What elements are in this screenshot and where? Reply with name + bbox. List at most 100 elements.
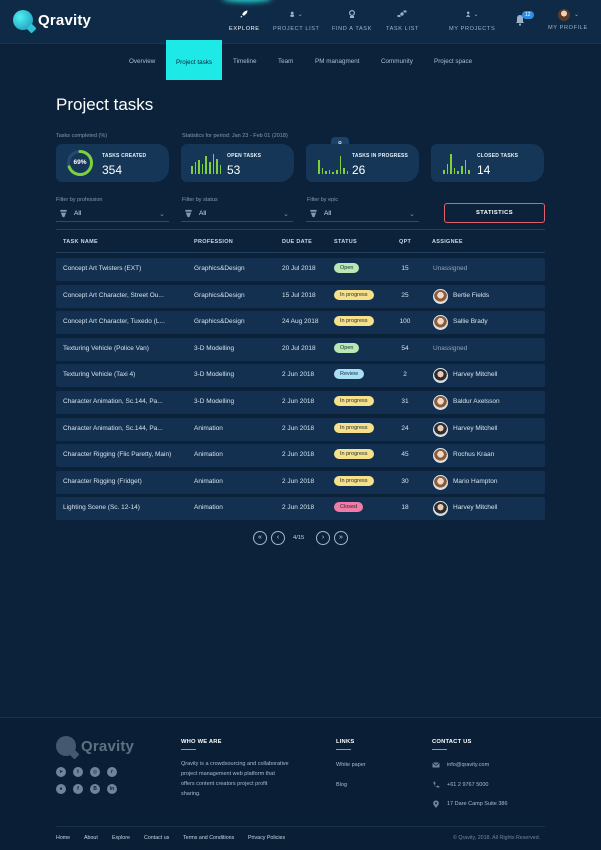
task-name-cell[interactable]: Concept Art Twisters (EXT) [63,265,142,272]
task-name-cell[interactable]: Concept Art Character, Street Ou... [63,291,164,299]
assignee-avatar[interactable] [433,501,448,517]
header-assignee[interactable]: ASSIGNEE [432,239,463,245]
footer-link-home[interactable]: Home [56,835,71,841]
task-name-cell[interactable]: Character Animation, Sc.144, Pa... [63,398,163,405]
logo[interactable]: Qravity [13,9,91,31]
assignee-name[interactable]: Sallie Brady [453,318,488,326]
tab-team[interactable]: Team [278,58,294,65]
tab-community[interactable]: Community [381,58,413,65]
due-date-cell: 2 Jun 2018 [282,424,315,432]
chevron-down-icon: ⌄ [283,210,289,218]
bitcoin-icon[interactable]: B [90,784,100,794]
nav-my-projects[interactable]: ⌄ MY PROJECTS [449,8,495,32]
contact-heading: CONTACT US [432,739,472,750]
header-qpt[interactable]: QPT [399,239,412,245]
assignee-avatar[interactable] [433,448,448,464]
table-row[interactable]: Character Rigging (Fridget) Animation 2 Ju… [56,470,545,494]
telegram-icon[interactable]: ➤ [56,767,66,777]
link-white-paper[interactable]: White paper [336,762,366,768]
filter-status-select[interactable]: All ⌄ [181,206,293,222]
tab-project-space[interactable]: Project space [434,58,473,65]
tab-timeline[interactable]: Timeline [233,58,257,65]
find-task-icon [345,8,359,20]
task-name-cell[interactable]: Texturing Vehicle (Taxi 4) [63,371,136,379]
task-name-cell[interactable]: Character Rigging (Flic Paretty, Main) [63,451,172,459]
facebook-icon[interactable]: f [73,784,83,794]
task-name-cell[interactable]: Character Animation, Sc.144, Pa... [63,424,163,432]
nav-find-a-task[interactable]: FIND A TASK [332,8,372,32]
footer-logo[interactable]: Qravity [56,736,134,756]
filter-epic-select[interactable]: All ⌄ [306,206,419,222]
footer-link-explore[interactable]: Explore [112,835,130,841]
nav-explore[interactable]: EXPLORE [229,8,260,32]
chevron-down-icon: ⌄ [409,210,415,218]
assignee-avatar[interactable] [433,474,448,490]
table-row[interactable]: Concept Art Character, Street Ou... Graph… [56,284,545,308]
task-name-cell[interactable]: Character Rigging (Fridget) [63,477,142,485]
assignee-avatar[interactable] [433,395,448,410]
assignee-name[interactable]: Mario Hampton [453,477,498,485]
table-row[interactable]: Texturing Vehicle (Taxi 4) 3-D Modelling 2… [56,364,545,388]
assignee-avatar[interactable] [433,315,448,331]
filter-profession-select[interactable]: All ⌄ [56,206,169,222]
footer-link-terms[interactable]: Terms and Conditions [183,835,235,841]
header-status[interactable]: STATUS [334,239,357,245]
table-row[interactable]: Texturing Vehicle (Police Van) 3-D Modell… [56,337,545,361]
qpt-cell: 54 [401,344,409,352]
profession-cell: Animation [194,477,223,485]
task-name-cell[interactable]: Concept Art Character, Tuxedo (L... [63,318,165,326]
header-profession[interactable]: PROFESSION [194,239,234,245]
nav-my-profile-label[interactable]: MY PROFILE [548,25,588,31]
instagram-icon[interactable]: ◎ [90,767,100,777]
table-row[interactable]: Concept Art Twisters (EXT) Graphics&Desig… [56,258,545,281]
first-page-button[interactable]: « [253,531,267,545]
last-page-button[interactable]: » [334,531,348,545]
assignee-avatar[interactable] [433,288,448,304]
nav-project-list[interactable]: ⌄ PROJECT LIST [273,8,320,33]
table-row[interactable]: Concept Art Character, Tuxedo (L... Graph… [56,311,545,335]
footer-link-contact[interactable]: Contact us [144,835,170,841]
assignee-name[interactable]: Bertie Fields [453,291,490,299]
chevron-down-icon: ⌄ [297,11,304,18]
assignee-name[interactable]: Harvey Mitchell [453,371,498,379]
reddit-icon[interactable]: r [107,767,117,777]
task-name-cell[interactable]: Texturing Vehicle (Police Van) [63,344,149,352]
assignee-name[interactable]: Harvey Mitchell [453,424,498,432]
status-badge: Open [334,263,360,273]
statistics-button[interactable]: STATISTICS [444,203,545,223]
qpt-cell: 25 [401,291,409,299]
table-row[interactable]: Lighting Scene (Sc. 12-14) Animation 2 Jun… [56,497,545,521]
footer-link-about[interactable]: About [84,835,98,841]
assignee-unassigned: Unassigned [433,265,468,272]
assignee-avatar[interactable] [433,421,448,437]
chevron-down-icon[interactable]: ⌄ [574,12,580,18]
next-page-button[interactable]: › [316,531,330,545]
link-blog[interactable]: Blog [336,782,348,788]
task-name-cell[interactable]: Lighting Scene (Sc. 12-14) [63,504,140,512]
copyright: © Qravity, 2018. All Rights Reserved. [453,835,541,841]
table-row[interactable]: Character Animation, Sc.144, Pa... 3-D Mo… [56,391,545,414]
status-badge: In progress [334,396,374,406]
header-due-date[interactable]: DUE DATE [282,239,313,245]
nav-task-list[interactable]: TASK LIST [386,8,419,32]
tab-overview[interactable]: Overview [129,58,156,65]
assignee-name[interactable]: Baldur Axelsson [453,398,500,405]
logo-icon [13,10,33,30]
tab-pm-management[interactable]: PM managment [315,58,360,65]
footer-link-privacy[interactable]: Privacy Policies [248,835,286,841]
tab-project-tasks[interactable]: Project tasks [166,40,222,80]
header-task-name[interactable]: TASK NAME [63,239,98,245]
contact-email[interactable]: info@qravity.com [447,762,490,768]
linkedin-icon[interactable]: in [107,784,117,794]
profile-avatar[interactable] [558,9,570,21]
due-date-cell: 24 Aug 2018 [282,318,319,326]
table-row[interactable]: Character Rigging (Flic Paretty, Main) An… [56,444,545,468]
due-date-cell: 20 Jul 2018 [282,344,316,352]
assignee-name[interactable]: Rochus Kraan [453,451,495,459]
assignee-avatar[interactable] [433,368,448,384]
twitter-icon[interactable]: t [73,767,83,777]
assignee-name[interactable]: Harvey Mitchell [453,504,498,512]
prev-page-button[interactable]: ‹ [271,531,285,545]
github-icon[interactable]: ● [56,784,66,794]
table-row[interactable]: Character Animation, Sc.144, Pa... Animat… [56,417,545,441]
